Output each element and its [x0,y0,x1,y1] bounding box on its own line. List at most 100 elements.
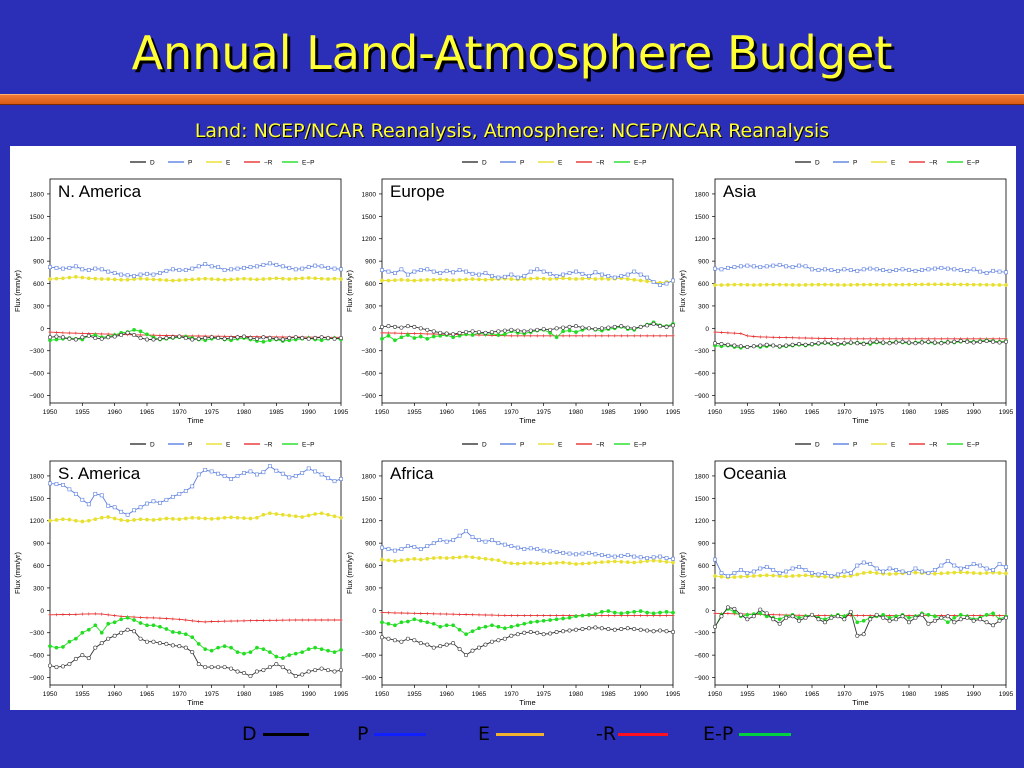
series-e [380,554,675,566]
data-point [978,269,983,274]
y-tick-label: 1800 [695,191,710,198]
data-point [425,267,430,272]
data-point [567,276,572,281]
data-point [54,334,59,339]
data-point [151,277,156,282]
data-point [965,615,970,620]
data-point [639,334,643,338]
data-point [74,612,78,616]
data-point [255,264,259,269]
data-point [61,645,65,649]
y-tick-label: 300 [698,585,709,592]
x-tick-label: 1985 [269,409,284,416]
data-point [54,265,59,270]
x-tick-label: 1975 [869,409,884,416]
y-tick-label: 900 [698,259,709,266]
data-point [522,274,527,278]
data-point [229,515,233,520]
data-point [502,328,507,333]
x-tick-label: 1975 [536,691,551,698]
data-point [745,345,750,350]
data-point [561,272,565,277]
data-point [119,617,124,622]
data-point [881,340,886,345]
data-point [106,277,111,281]
data-point [261,262,266,267]
legend-label-r: −R [264,442,273,449]
data-point [555,613,559,618]
series-e [48,274,343,283]
data-point [54,482,59,487]
data-point [861,282,866,287]
data-point [451,270,456,275]
data-point [470,329,475,334]
data-point [1004,565,1008,569]
data-point [528,546,533,551]
data-point [112,277,117,282]
data-point [203,276,208,281]
data-point [412,278,417,283]
data-point [190,515,195,520]
data-point [93,517,98,522]
y-tick-label: −600 [694,371,709,378]
x-tick-label: 1970 [504,409,519,416]
data-point [626,613,630,618]
x-tick-label: 1970 [172,409,187,416]
data-point [222,268,227,272]
y-tick-label: 900 [33,259,44,266]
data-point [67,336,72,341]
y-tick-label: 0 [705,608,709,615]
data-point [412,611,416,615]
data-point [790,614,795,619]
data-point [848,571,853,575]
legend-label-e: E [558,442,563,449]
legend-label-e: E [891,442,896,449]
x-tick-label: 1955 [75,691,90,698]
data-point [658,628,663,633]
legend-swatch-r [618,732,669,736]
plot-frame [49,178,342,404]
data-point [829,337,833,341]
x-tick-label: 1955 [75,409,90,416]
data-point [274,262,279,267]
data-point [939,563,944,568]
chart-asia: −900 −600 −300 0 300 600 900 1200 1500 1800 1950 19… [678,160,1014,426]
data-point [300,650,305,655]
data-point [151,616,156,620]
data-point [913,268,918,273]
data-point [632,626,637,631]
data-point [580,271,585,276]
legend-label-e-p: E−P [967,442,979,449]
data-point [476,330,481,335]
y-axis-label: Flux (mm/yr) [345,551,354,594]
legend-label-d: D [150,160,155,167]
data-point [758,566,763,571]
data-point [651,611,656,616]
data-point [906,620,911,625]
data-point [177,491,182,496]
legend-label-p: P [188,160,192,167]
data-point [632,269,637,274]
data-point [93,491,98,496]
data-point [73,264,78,269]
data-point [67,662,72,667]
data-point [900,614,905,619]
series-line-p [381,268,674,286]
data-point [393,548,397,553]
data-point [138,505,143,510]
data-point [60,664,65,669]
x-tick-label: 1970 [172,691,187,698]
data-point [164,641,169,646]
data-point [158,277,162,282]
data-point [431,334,436,339]
data-point [86,502,91,507]
data-point [542,334,546,338]
data-point [803,336,808,340]
data-point [952,563,957,568]
data-point [580,551,585,556]
data-point [868,617,873,622]
data-point [913,282,918,287]
data-point [319,335,324,340]
data-point [771,343,776,348]
data-point [619,324,624,329]
